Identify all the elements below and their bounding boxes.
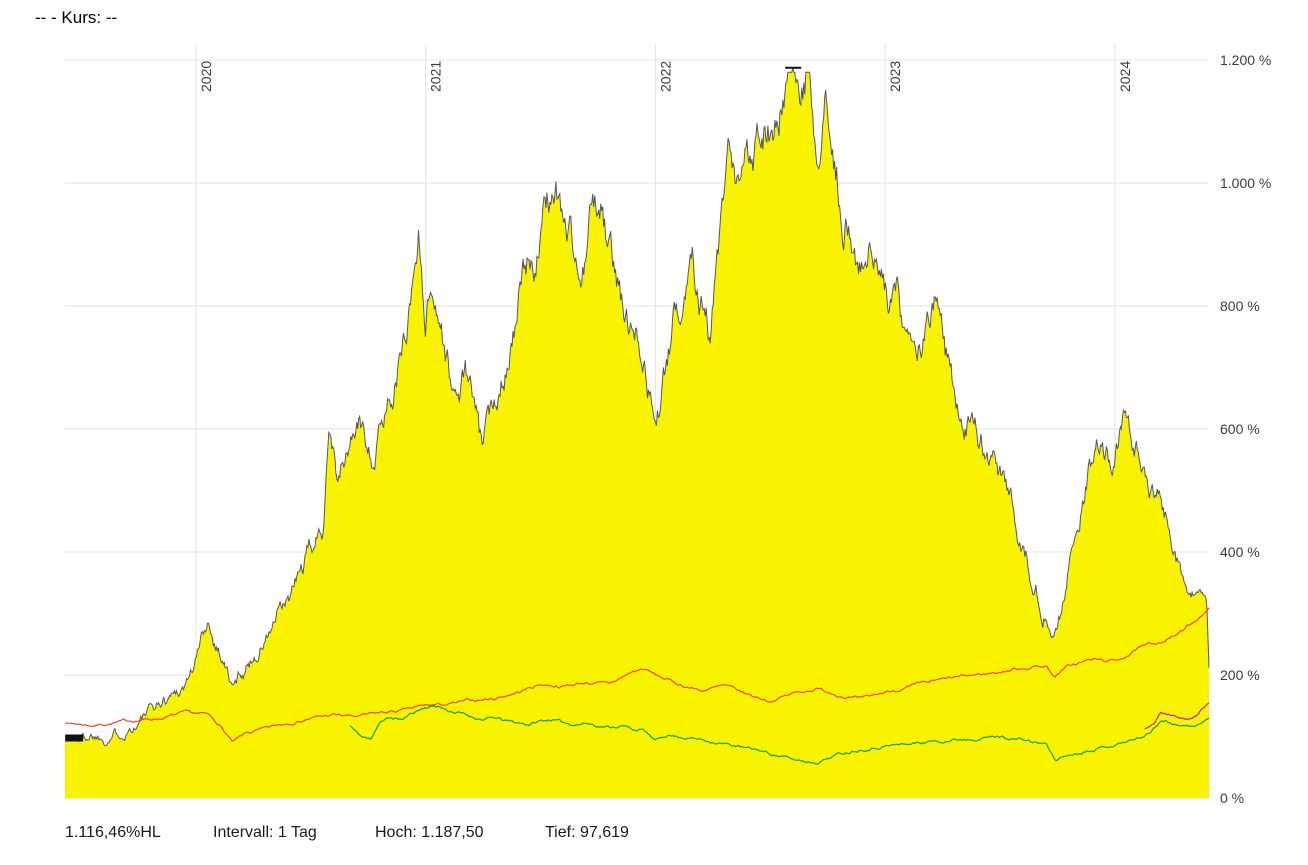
instrument-kurs-label: -- - Kurs: -- bbox=[35, 8, 118, 27]
high-value-label: Hoch: 1.187,50 bbox=[375, 824, 484, 841]
y-axis-tick-label: 1.200 % bbox=[1220, 52, 1271, 68]
x-axis-year-label: 2024 bbox=[1117, 61, 1133, 92]
kurs-area bbox=[65, 67, 1209, 798]
y-axis-tick-label: 600 % bbox=[1220, 421, 1260, 437]
benchmark-red-line bbox=[64, 607, 1210, 742]
y-axis-tick-label: 200 % bbox=[1220, 667, 1260, 683]
kurs-line bbox=[64, 67, 1210, 747]
x-axis-year-label: 2021 bbox=[428, 61, 444, 92]
benchmark-green-line bbox=[349, 705, 1210, 765]
y-axis-tick-label: 0 % bbox=[1220, 790, 1244, 806]
y-axis-tick-label: 800 % bbox=[1220, 298, 1260, 314]
interval-label: Intervall: 1 Tag bbox=[213, 824, 317, 841]
chart-status-bar: 1.116,46%HL Intervall: 1 Tag Hoch: 1.187… bbox=[0, 824, 1308, 854]
x-axis-year-label: 2020 bbox=[198, 61, 214, 92]
y-axis-tick-label: 400 % bbox=[1220, 544, 1260, 560]
benchmark-magenta-line bbox=[1144, 702, 1210, 730]
low-value-label: Tief: 97,619 bbox=[545, 824, 629, 841]
change-percent-label: 1.116,46%HL bbox=[65, 824, 161, 841]
x-axis-year-label: 2023 bbox=[887, 61, 903, 92]
y-axis-tick-label: 1.000 % bbox=[1220, 175, 1271, 191]
x-axis-year-label: 2022 bbox=[657, 61, 673, 92]
